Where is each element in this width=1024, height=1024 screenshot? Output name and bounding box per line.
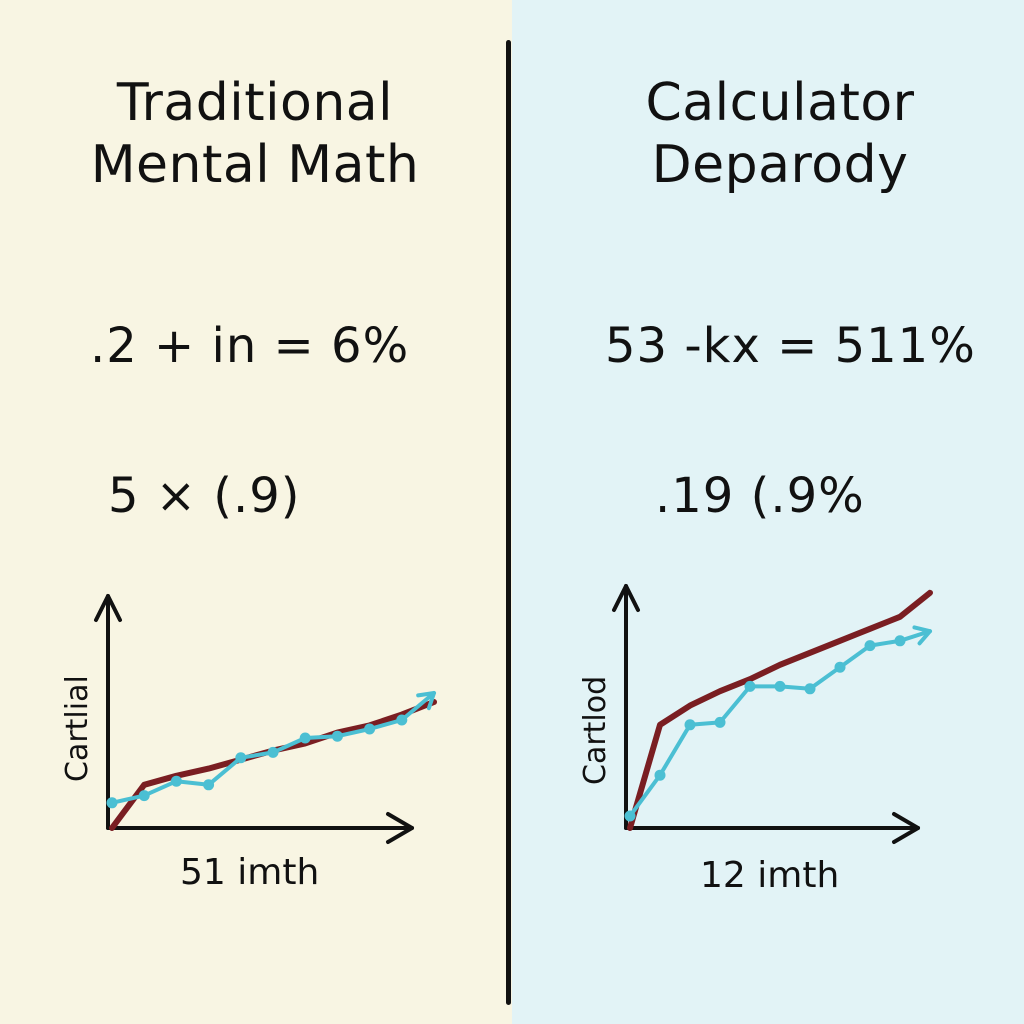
right-title-line-2: Deparody xyxy=(651,135,909,195)
left-title-line-2: Mental Math xyxy=(90,135,420,195)
right-graph-x-axis-arrowhead xyxy=(892,812,920,844)
left-panel xyxy=(0,0,512,1024)
left-title-line-1: Traditional xyxy=(116,73,394,133)
right-title-line-1: Calculator xyxy=(645,73,915,133)
left-graph-series-2-point-6 xyxy=(267,746,279,758)
left-graph-series-2-point-4 xyxy=(203,779,215,791)
right-graph-series-2-point-7 xyxy=(804,683,816,695)
right-graph-series-2-point-9 xyxy=(864,640,876,652)
right-graph-y-axis-arrowhead xyxy=(612,584,640,612)
right-graph-series-2-point-10 xyxy=(894,635,906,647)
left-graph-series-2-point-3 xyxy=(170,775,182,787)
left-x-axis-label: 51 imth xyxy=(180,852,320,893)
right-graph-series-2-point-2 xyxy=(654,769,666,781)
left-graph-series-2-point-5 xyxy=(235,752,247,764)
left-graph-series-2-point-8 xyxy=(331,730,343,742)
left-line-graph xyxy=(94,594,437,844)
left-graph-series-2-point-10 xyxy=(396,714,408,726)
right-graph-series-2-point-5 xyxy=(744,680,756,692)
right-equation-1: 53 -kx = 511% xyxy=(605,318,976,374)
left-equation-2: 5 × (.9) xyxy=(108,468,301,524)
right-graph-series-2-point-4 xyxy=(714,716,726,728)
left-graph-series-1-line xyxy=(109,699,437,831)
center-divider xyxy=(506,40,511,1005)
right-graph-series-2-point-3 xyxy=(684,719,696,731)
right-graph-series-2-point-8 xyxy=(834,661,846,673)
right-title: Calculator Deparody xyxy=(590,72,970,196)
right-x-axis-label: 12 imth xyxy=(700,855,840,896)
left-graph-series-2-point-7 xyxy=(299,732,311,744)
left-graph-y-axis-arrowhead xyxy=(94,594,122,622)
left-title: Traditional Mental Math xyxy=(60,72,450,196)
right-y-axis-label: Cartlod xyxy=(578,675,613,785)
right-graph-series-2-arrowhead xyxy=(912,625,932,646)
left-y-axis-label: Cartlial xyxy=(60,675,95,782)
left-graph-series-2-point-1 xyxy=(106,797,118,809)
right-panel xyxy=(512,0,1024,1024)
right-graph-series-2-line xyxy=(628,629,932,818)
right-graph-series-2-point-6 xyxy=(774,680,786,692)
left-graph-series-2-point-2 xyxy=(138,790,150,802)
left-graph-x-axis-arrowhead xyxy=(386,812,414,844)
right-line-graph xyxy=(612,584,933,844)
right-graph-series-2-point-1 xyxy=(624,810,636,822)
right-graph-series-1-line xyxy=(627,589,933,831)
right-equation-2: .19 (.9% xyxy=(655,468,865,524)
left-graph-series-2-point-9 xyxy=(364,723,376,735)
left-graph-series-2-arrowhead xyxy=(416,691,436,711)
left-equation-1: .2 + in = 6% xyxy=(90,318,410,374)
